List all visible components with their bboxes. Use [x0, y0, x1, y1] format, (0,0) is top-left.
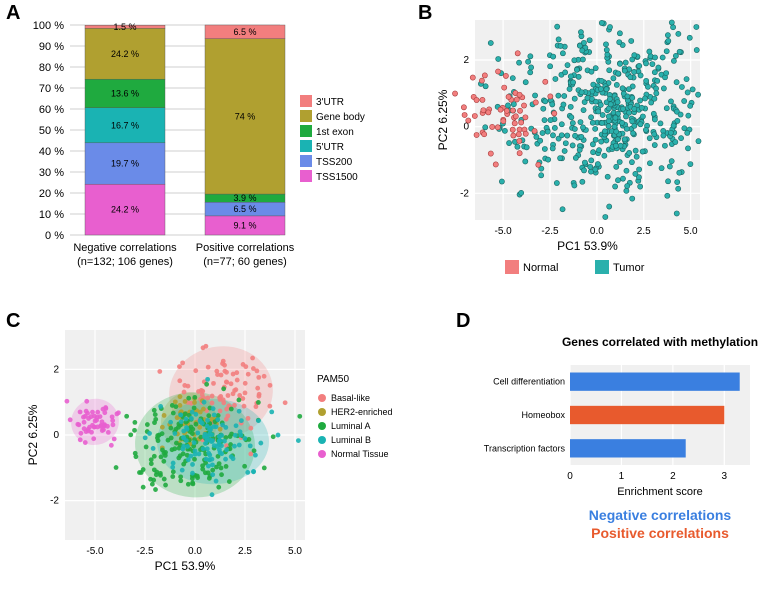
svg-text:-2: -2: [460, 188, 469, 199]
svg-text:5'UTR: 5'UTR: [316, 142, 344, 153]
panel-c-label: C: [6, 310, 20, 333]
svg-text:PC1 53.9%: PC1 53.9%: [155, 559, 216, 573]
svg-text:Luminal B: Luminal B: [331, 435, 371, 445]
svg-text:6.5 %: 6.5 %: [233, 204, 256, 214]
panel-d-chart: Genes correlated with methylation 0 1 2 3 Cel…: [470, 330, 770, 600]
svg-text:3'UTR: 3'UTR: [316, 97, 344, 108]
svg-text:0: 0: [567, 471, 573, 482]
svg-text:TSS200: TSS200: [316, 157, 353, 168]
svg-text:50 %: 50 %: [39, 125, 64, 137]
svg-text:PC2 6.25%: PC2 6.25%: [26, 404, 40, 465]
svg-text:Luminal A: Luminal A: [331, 421, 371, 431]
svg-text:HER2-enriched: HER2-enriched: [331, 407, 393, 417]
svg-text:0: 0: [53, 430, 59, 441]
svg-text:19.7 %: 19.7 %: [111, 158, 139, 168]
svg-text:Normal: Normal: [523, 262, 558, 274]
svg-text:-2.5: -2.5: [541, 226, 559, 237]
svg-text:24.2 %: 24.2 %: [111, 49, 139, 59]
svg-text:70 %: 70 %: [39, 83, 64, 95]
svg-text:1st exon: 1st exon: [316, 127, 354, 138]
svg-text:1: 1: [619, 471, 625, 482]
svg-text:Gene body: Gene body: [316, 112, 365, 123]
svg-text:Basal-like: Basal-like: [331, 393, 370, 403]
svg-text:60 %: 60 %: [39, 104, 64, 116]
svg-text:Genes correlated with methylat: Genes correlated with methylation: [562, 335, 758, 349]
svg-text:Negative correlations: Negative correlations: [589, 507, 732, 523]
svg-text:(n=132; 106 genes): (n=132; 106 genes): [77, 256, 173, 268]
svg-text:2.5: 2.5: [637, 226, 651, 237]
svg-text:Tumor: Tumor: [613, 262, 645, 274]
svg-text:Homeobox: Homeobox: [521, 410, 565, 420]
svg-text:-5.0: -5.0: [495, 226, 513, 237]
panel-b-chart: -5.0-2.50.02.55.0-202PC1 53.9%PC2 6.25%N…: [430, 10, 778, 290]
svg-text:24.2 %: 24.2 %: [111, 205, 139, 215]
svg-text:Cell differentiation: Cell differentiation: [493, 377, 565, 387]
panel-a-label: A: [6, 2, 20, 25]
panel-d-label: D: [456, 310, 470, 333]
svg-text:1.5 %: 1.5 %: [113, 22, 136, 32]
svg-text:13.6 %: 13.6 %: [111, 88, 139, 98]
svg-text:74 %: 74 %: [235, 111, 256, 121]
svg-text:0.0: 0.0: [188, 546, 202, 557]
svg-text:(n=77; 60 genes): (n=77; 60 genes): [203, 256, 286, 268]
svg-text:Positive correlations: Positive correlations: [196, 242, 295, 254]
svg-text:PAM50: PAM50: [317, 374, 349, 385]
panel-c-chart: -5.0 -2.5 0.0 2.5 5.0 -2 0 2 PC1 53.9% PC2 6.25% P…: [20, 320, 440, 610]
svg-text:9.1 %: 9.1 %: [233, 220, 256, 230]
svg-text:5.0: 5.0: [684, 226, 698, 237]
svg-text:5.0: 5.0: [288, 546, 302, 557]
svg-text:2: 2: [53, 364, 59, 375]
svg-text:0 %: 0 %: [45, 230, 64, 242]
svg-text:3: 3: [722, 471, 728, 482]
panel-a-chart: 0 % 10 % 20 % 30 % 40 % 50 % 60 % 70 % 80 % 90 % 1…: [20, 10, 420, 310]
svg-text:PC2 6.25%: PC2 6.25%: [436, 89, 450, 150]
svg-text:10 %: 10 %: [39, 209, 64, 221]
svg-text:Positive correlations: Positive correlations: [591, 525, 729, 541]
svg-text:2.5: 2.5: [238, 546, 252, 557]
svg-text:80 %: 80 %: [39, 62, 64, 74]
svg-text:Enrichment score: Enrichment score: [617, 486, 703, 498]
svg-text:40 %: 40 %: [39, 146, 64, 158]
svg-text:Negative correlations: Negative correlations: [73, 242, 177, 254]
svg-text:0.0: 0.0: [590, 226, 604, 237]
svg-text:2: 2: [670, 471, 676, 482]
svg-text:-5.0: -5.0: [86, 546, 104, 557]
svg-text:PC1 53.9%: PC1 53.9%: [557, 239, 618, 253]
svg-text:Normal Tissue: Normal Tissue: [331, 449, 389, 459]
svg-text:2: 2: [463, 55, 469, 66]
svg-text:3.9 %: 3.9 %: [233, 193, 256, 203]
svg-text:20 %: 20 %: [39, 188, 64, 200]
svg-text:6.5 %: 6.5 %: [233, 27, 256, 37]
svg-text:TSS1500: TSS1500: [316, 172, 358, 183]
svg-text:Transcription factors: Transcription factors: [484, 443, 566, 453]
svg-text:100 %: 100 %: [33, 20, 64, 32]
svg-text:-2.5: -2.5: [136, 546, 154, 557]
svg-text:-2: -2: [50, 496, 59, 507]
svg-text:16.7 %: 16.7 %: [111, 120, 139, 130]
svg-text:30 %: 30 %: [39, 167, 64, 179]
svg-text:90 %: 90 %: [39, 41, 64, 53]
